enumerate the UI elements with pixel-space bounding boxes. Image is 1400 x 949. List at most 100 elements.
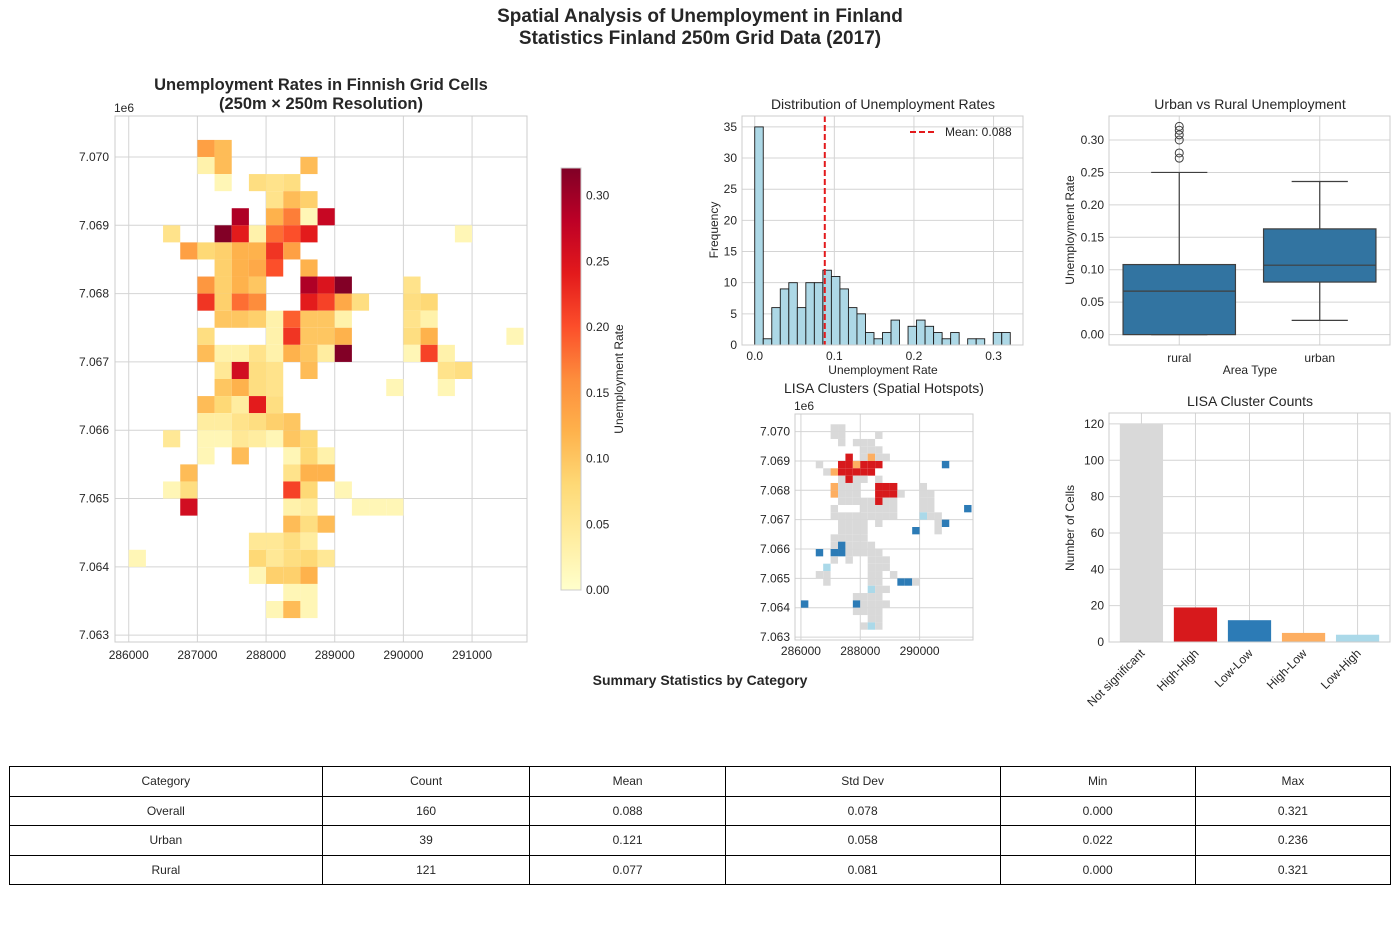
lisa-cell <box>852 512 861 520</box>
histogram-bar <box>1001 332 1011 346</box>
table-cell: 0.000 <box>999 854 1196 885</box>
rate-map-y-tick-label: 7.070 <box>79 150 109 164</box>
lisa-cell <box>860 541 868 550</box>
grid-cell <box>266 191 284 209</box>
rate-map-y-tick-label: 7.067 <box>79 355 109 369</box>
histogram-bar <box>754 126 764 346</box>
lisa-cell <box>838 512 846 520</box>
lisa-cell <box>875 475 883 483</box>
table-cell: 0.000 <box>999 795 1196 826</box>
table-cell: 160 <box>321 795 531 826</box>
grid-cell <box>163 430 181 448</box>
lisa-cell <box>845 556 853 564</box>
grid-cell <box>283 601 301 619</box>
boxplot-y-tick-label: 0.10 <box>1081 263 1105 277</box>
lisa-cell <box>889 504 898 513</box>
grid-cell <box>300 276 318 294</box>
table-row: Rural 121 0.077 0.081 0.000 0.321 <box>9 854 1392 885</box>
grid-cell <box>231 413 249 431</box>
grid-cell <box>214 156 232 175</box>
grid-cell <box>231 293 249 311</box>
lisa-cell <box>830 468 839 476</box>
lisa-cell <box>875 563 883 572</box>
figure-title: Spatial Analysis of Unemployment in Finl… <box>0 6 1400 50</box>
grid-cell <box>180 242 198 260</box>
histogram-bar <box>796 307 807 346</box>
grid-cell <box>300 225 318 243</box>
grid-cell <box>231 259 249 277</box>
lisa-cell <box>823 571 831 579</box>
grid-cell <box>197 413 215 431</box>
lisa-cell <box>830 482 839 491</box>
lisa-y-tick-label: 7.064 <box>760 601 790 615</box>
lisa-cell <box>845 541 853 550</box>
lisa-y-tick-label: 7.068 <box>760 483 790 497</box>
grid-cell <box>506 327 524 345</box>
lisa-cell <box>860 549 868 557</box>
grid-cell <box>300 515 318 533</box>
lisa-cell <box>889 512 898 520</box>
lisa-cell <box>860 497 868 505</box>
grid-cell <box>283 430 301 448</box>
lisa-y-tick-label: 7.065 <box>760 571 790 585</box>
histogram-bar <box>941 338 952 346</box>
lisa-count-bar <box>1281 632 1326 642</box>
table-cell: Urban <box>9 825 323 856</box>
grid-cell <box>266 532 284 550</box>
grid-cell <box>197 156 215 175</box>
grid-cell <box>317 464 335 482</box>
histogram-bar <box>771 307 781 346</box>
lisa-cell <box>867 593 876 601</box>
table-cell: Rural <box>9 854 323 885</box>
lisa-cell <box>860 600 868 608</box>
histogram-ylabel: Frequency <box>707 202 721 259</box>
grid-cell <box>317 276 335 294</box>
histogram-y-tick-label: 5 <box>730 307 737 321</box>
grid-cell <box>300 327 318 345</box>
grid-cell <box>266 310 284 328</box>
boxplot-ylabel: Unemployment Rate <box>1063 175 1077 285</box>
box-iqr <box>1262 228 1377 283</box>
grid-cell <box>300 156 318 175</box>
lisa-cell <box>882 497 890 505</box>
histogram-bar <box>788 282 798 346</box>
rate-map-frame <box>114 115 528 643</box>
histogram-bar <box>882 332 892 346</box>
histogram-bar <box>950 332 960 346</box>
histogram-xlabel: Unemployment Rate <box>828 363 938 377</box>
lisa-cell <box>860 607 868 616</box>
rate-map-x-tick-label: 286000 <box>109 648 149 662</box>
grid-cell <box>403 344 421 362</box>
lisa-cell <box>934 527 942 535</box>
grid-cell <box>437 379 455 397</box>
lisa-cell <box>852 438 861 447</box>
grid-cell <box>248 413 267 431</box>
summary-table-title: Summary Statistics by Category <box>592 672 808 688</box>
lisa-cell <box>867 504 876 513</box>
grid-cell <box>231 344 249 362</box>
lisa-cell <box>830 534 839 542</box>
outlier-point <box>1174 125 1184 135</box>
lisa-cell <box>867 622 876 630</box>
box-urban <box>1262 180 1377 321</box>
table-header-cell: Min <box>999 766 1196 797</box>
lisa-cell <box>852 549 861 557</box>
lisa-cell <box>823 578 831 586</box>
table-cell: 0.088 <box>529 795 726 826</box>
grid-cell <box>300 191 318 209</box>
rate-map-x-tick-label: 290000 <box>383 648 423 662</box>
lisa-cell <box>838 468 846 476</box>
grid-cell <box>214 139 232 157</box>
lisa-cell <box>867 438 876 447</box>
boxplot-y-tick-label: 0.30 <box>1081 133 1105 147</box>
lisa-cell <box>845 475 853 483</box>
grid-cell <box>300 361 318 379</box>
rate-map-x-tick-label: 291000 <box>452 648 492 662</box>
lisa-cell <box>852 490 861 498</box>
lisa-cell <box>889 482 898 491</box>
lisa-cell <box>845 549 853 557</box>
grid-cell <box>283 191 301 209</box>
table-header-row: Category Count Mean Std Dev Min Max <box>9 766 1392 797</box>
grid-cell <box>214 344 232 362</box>
boxplot-y-tick-label: 0.20 <box>1081 198 1105 212</box>
